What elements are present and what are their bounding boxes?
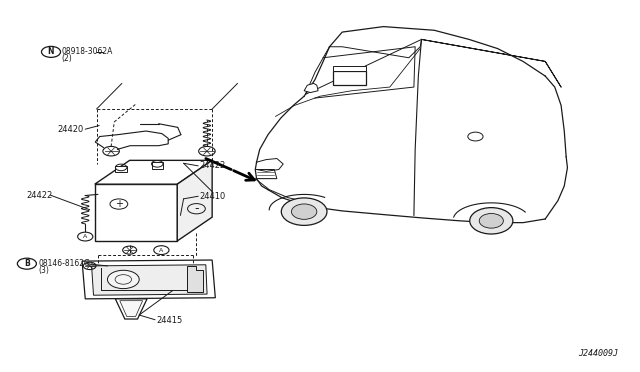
Polygon shape: [187, 266, 203, 292]
Text: J244009J: J244009J: [578, 349, 618, 358]
Text: 24422: 24422: [27, 191, 53, 200]
Text: +: +: [115, 199, 123, 209]
Text: 24422: 24422: [200, 161, 226, 170]
Polygon shape: [120, 301, 143, 317]
Bar: [333, 66, 365, 71]
Bar: [333, 71, 365, 85]
Text: 08918-3062A: 08918-3062A: [62, 47, 113, 57]
Text: (3): (3): [38, 266, 49, 275]
Text: 24415: 24415: [156, 316, 182, 326]
Circle shape: [468, 132, 483, 141]
Polygon shape: [95, 160, 212, 184]
Polygon shape: [95, 184, 177, 241]
Ellipse shape: [479, 214, 503, 228]
Text: A: A: [83, 234, 88, 239]
Text: 08146-8162G: 08146-8162G: [38, 259, 90, 268]
Ellipse shape: [470, 208, 513, 234]
Circle shape: [108, 270, 139, 289]
Text: A: A: [159, 248, 163, 253]
Text: B: B: [24, 259, 30, 268]
Polygon shape: [82, 260, 215, 299]
Circle shape: [110, 199, 128, 209]
Circle shape: [188, 203, 205, 214]
Polygon shape: [304, 83, 318, 93]
Circle shape: [77, 232, 93, 241]
Polygon shape: [115, 299, 147, 319]
Bar: [115, 166, 127, 172]
Circle shape: [154, 246, 169, 254]
Text: (2): (2): [62, 54, 72, 63]
Text: N: N: [48, 47, 54, 57]
Bar: [152, 162, 163, 169]
Text: -: -: [194, 202, 198, 215]
Polygon shape: [92, 265, 207, 295]
Text: 24410: 24410: [200, 192, 226, 201]
Ellipse shape: [291, 204, 317, 219]
Text: 24420: 24420: [58, 125, 84, 134]
Polygon shape: [177, 160, 212, 241]
Ellipse shape: [282, 198, 327, 225]
